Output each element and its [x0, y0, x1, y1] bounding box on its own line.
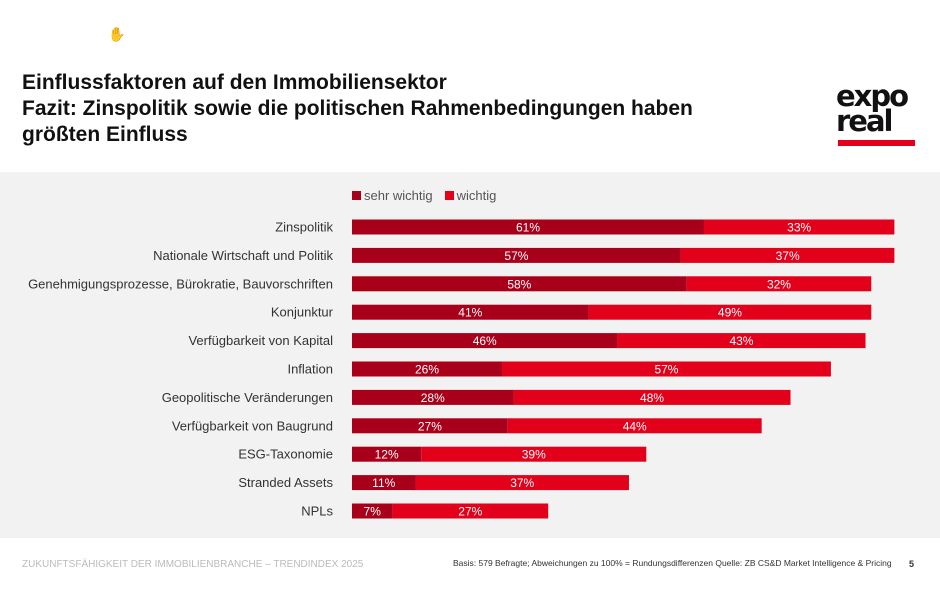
- legend-label: wichtig: [456, 188, 497, 203]
- bar-wichtig: [415, 475, 629, 491]
- data-label: 32%: [767, 277, 791, 291]
- data-label: 49%: [718, 306, 742, 320]
- data-label: 27%: [458, 505, 482, 519]
- bar-sehr-wichtig: [352, 475, 416, 491]
- bar-wichtig: [617, 333, 866, 349]
- legend-label: sehr wichtig: [364, 188, 433, 203]
- bar-wichtig: [680, 247, 895, 263]
- bar-wichtig: [588, 304, 872, 320]
- footer-title: ZUKUNFTSFÄHIGKEIT DER IMMOBILIENBRANCHE …: [22, 559, 364, 570]
- category-label: Stranded Assets: [238, 475, 333, 490]
- bar-wichtig: [686, 276, 872, 292]
- data-label: 33%: [787, 221, 811, 235]
- bar-sehr-wichtig: [352, 304, 589, 320]
- data-label: 44%: [623, 419, 647, 433]
- data-label: 12%: [375, 448, 399, 462]
- data-label: 37%: [510, 476, 534, 490]
- data-label: 7%: [364, 505, 382, 519]
- category-label: Geopolitische Veränderungen: [162, 390, 333, 405]
- bar-sehr-wichtig: [352, 247, 681, 263]
- category-label: Zinspolitik: [275, 220, 333, 235]
- legend-item-wichtig: wichtig: [444, 188, 497, 203]
- bar-wichtig: [502, 361, 831, 377]
- data-label: 26%: [415, 363, 439, 377]
- category-label: Verfügbarkeit von Baugrund: [172, 418, 333, 433]
- legend-swatch: [444, 191, 454, 200]
- data-label: 11%: [372, 476, 395, 490]
- legend-swatch: [352, 191, 361, 200]
- category-label: Konjunktur: [271, 305, 334, 320]
- data-label: 48%: [640, 391, 664, 405]
- bar-sehr-wichtig: [352, 446, 422, 462]
- logo-line-2: real: [836, 104, 893, 138]
- bar-sehr-wichtig: [352, 389, 514, 405]
- bar-sehr-wichtig: [352, 219, 704, 235]
- category-label: ESG-Taxonomie: [238, 447, 333, 462]
- title-line-3: größten Einfluss: [22, 123, 188, 146]
- title-line-2: Fazit: Zinspolitik sowie die politischen…: [22, 97, 693, 120]
- bar-sehr-wichtig: [352, 276, 687, 292]
- data-label: 58%: [507, 277, 531, 291]
- data-label: 57%: [504, 249, 528, 263]
- stacked-bar-chart: Zinspolitik 61% 33% Nationale Wirtschaft un…: [28, 219, 895, 519]
- chart-legend: sehr wichtig wichtig: [352, 188, 496, 203]
- category-label: Nationale Wirtschaft und Politik: [153, 248, 333, 263]
- data-label: 43%: [729, 334, 753, 348]
- bar-sehr-wichtig: [352, 361, 503, 377]
- data-label: 27%: [418, 419, 442, 433]
- data-label: 28%: [421, 391, 445, 405]
- hand-cursor-icon: ✋: [108, 26, 126, 42]
- category-label: Genehmigungsprozesse, Bürokratie, Bauvor…: [28, 276, 333, 291]
- category-label: Inflation: [287, 362, 333, 377]
- bar-sehr-wichtig: [352, 333, 618, 349]
- data-label: 41%: [458, 306, 482, 320]
- category-label: NPLs: [301, 504, 333, 519]
- bar-wichtig: [421, 446, 647, 462]
- data-label: 61%: [516, 221, 540, 235]
- legend-item-sehr-wichtig: sehr wichtig: [352, 188, 433, 203]
- bar-sehr-wichtig: [352, 418, 508, 434]
- data-label: 46%: [473, 334, 497, 348]
- footer-source: Basis: 579 Befragte; Abweichungen zu 100…: [453, 558, 892, 568]
- logo-line-1: expo: [836, 79, 909, 113]
- data-label: 37%: [776, 249, 800, 263]
- page-number: 5: [909, 559, 915, 569]
- data-label: 39%: [522, 448, 546, 462]
- bar-wichtig: [392, 503, 549, 519]
- data-label: 57%: [654, 363, 678, 377]
- expo-real-logo: expo real: [836, 79, 916, 146]
- bar-sehr-wichtig: [352, 503, 393, 519]
- bar-wichtig: [513, 389, 791, 405]
- logo-underline: [838, 140, 915, 146]
- bar-wichtig: [507, 418, 762, 434]
- title-line-1: Einflussfaktoren auf den Immobiliensekto…: [22, 71, 447, 94]
- page-title: Einflussfaktoren auf den Immobiliensekto…: [22, 70, 693, 148]
- bar-wichtig: [703, 219, 895, 235]
- category-label: Verfügbarkeit von Kapital: [188, 333, 333, 348]
